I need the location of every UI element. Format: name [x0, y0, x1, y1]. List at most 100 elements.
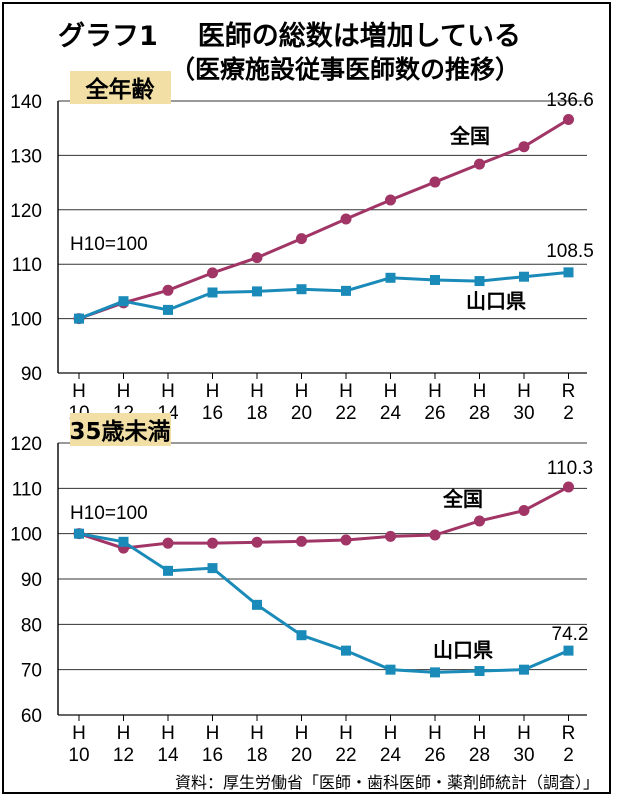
- x-tick-label: H 26: [424, 381, 445, 424]
- data-point: [474, 276, 485, 287]
- data-point: [474, 158, 485, 170]
- data-point: [74, 528, 84, 539]
- series-name-label: 全国: [449, 124, 490, 148]
- data-point: [474, 515, 485, 527]
- data-point: [340, 534, 352, 546]
- data-point: [252, 599, 262, 610]
- data-point: [385, 194, 396, 206]
- series-name-label: 山口県: [433, 638, 493, 662]
- data-point: [296, 284, 307, 295]
- data-point: [163, 565, 173, 576]
- y-tick-label: 60: [21, 706, 42, 727]
- y-tick-label: 100: [10, 310, 42, 331]
- chart-title: 全年齢: [85, 76, 155, 103]
- data-point: [252, 286, 262, 297]
- data-point: [518, 141, 530, 153]
- data-point: [207, 563, 218, 574]
- data-point: [563, 113, 574, 125]
- x-tick-label: H 16: [202, 723, 223, 766]
- chart-under-35: 60 70 80 90 100 110 120 H 10 H 12 H 14 H 16 H 18 H 20 H 22 H 2…: [10, 413, 593, 766]
- y-tick-label: 110: [12, 255, 42, 276]
- x-tick-label: H 18: [246, 381, 267, 424]
- data-point: [296, 233, 307, 245]
- data-point: [385, 272, 396, 283]
- series-end-label: 108.5: [546, 241, 594, 262]
- series-end-label: 110.3: [547, 458, 593, 479]
- data-point: [518, 505, 530, 517]
- series-line: [78, 270, 569, 320]
- chart-title-box: [70, 413, 171, 446]
- data-point: [296, 535, 307, 547]
- x-tick-label: H 30: [513, 381, 534, 424]
- data-point: [563, 267, 574, 278]
- y-tick-label: 90: [21, 570, 42, 591]
- series-name-label: 全国: [442, 487, 483, 511]
- data-point: [163, 304, 173, 315]
- y-tick-label: 120: [10, 434, 42, 455]
- graph-number: グラフ1: [58, 21, 158, 52]
- chart-title: 35歳未満: [69, 419, 170, 445]
- data-point: [430, 667, 440, 678]
- series-line: [78, 485, 570, 550]
- graph-main-title: 医師の総数は増加している: [197, 21, 521, 52]
- chart-title-box: [70, 71, 171, 104]
- y-tick-label: 140: [10, 92, 42, 113]
- y-tick-label: 130: [10, 146, 42, 167]
- data-point: [563, 481, 574, 493]
- x-tick-label: H 24: [380, 723, 402, 766]
- series-line: [78, 532, 570, 674]
- series-name-label: 山口県: [466, 289, 526, 313]
- x-tick-label: H 26: [424, 723, 445, 766]
- x-tick-label: H 30: [513, 723, 534, 766]
- x-tick-label: H 20: [291, 381, 312, 424]
- x-tick-label: H 28: [469, 381, 490, 424]
- data-point: [385, 664, 396, 675]
- y-tick-label: 80: [21, 615, 42, 636]
- series-end-label: 74.2: [552, 624, 589, 645]
- data-point: [162, 537, 174, 549]
- data-point: [341, 645, 351, 656]
- source-note: 資料：厚生労働省「医師・歯科医師・薬剤師統計（調査）」: [174, 773, 599, 792]
- data-point: [519, 664, 529, 675]
- data-point: [340, 213, 352, 225]
- data-point: [251, 252, 263, 264]
- data-point: [118, 536, 129, 547]
- data-point: [207, 537, 218, 549]
- graph-subtitle: （医療施設従事医師数の推移）: [170, 55, 521, 84]
- x-tick-label: H 18: [246, 723, 267, 766]
- data-point: [162, 284, 174, 296]
- data-point: [341, 285, 351, 296]
- data-point: [251, 536, 263, 548]
- x-tick-label: H 24: [380, 381, 402, 424]
- x-tick-label: H 16: [202, 381, 223, 424]
- data-point: [474, 666, 485, 677]
- y-tick-label: 110: [12, 479, 42, 500]
- x-tick-label: H 20: [291, 723, 312, 766]
- data-point: [207, 267, 218, 279]
- series-line: [78, 118, 570, 321]
- data-point: [296, 630, 307, 641]
- data-point: [430, 274, 440, 285]
- x-tick-label: H 22: [335, 723, 356, 766]
- y-tick-label: 90: [21, 364, 42, 385]
- data-point: [519, 271, 529, 282]
- data-point: [429, 176, 441, 188]
- x-tick-label: H 22: [335, 381, 356, 424]
- base-note: H10=100: [70, 234, 148, 255]
- graph-frame: [2, 2, 611, 794]
- y-tick-label: 70: [21, 661, 42, 682]
- base-note: H10=100: [70, 503, 148, 524]
- chart-all-ages: 90100110120130140H10H12H14H16H18H20H22H2…: [10, 71, 594, 424]
- x-tick-label: H 28: [469, 723, 490, 766]
- graph-title: グラフ1 医師の総数は増加している: [58, 14, 521, 53]
- y-tick-label: 100: [10, 525, 42, 546]
- data-point: [385, 530, 396, 542]
- data-point: [429, 529, 441, 541]
- data-point: [118, 296, 129, 307]
- y-tick-label: 120: [10, 201, 42, 222]
